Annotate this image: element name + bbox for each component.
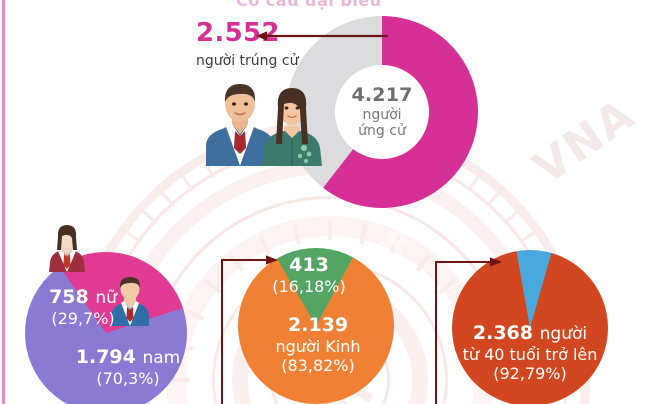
over40-number: 2.368 [472, 322, 533, 344]
connector-arrow-ethnicity [221, 255, 278, 404]
minority-percent: (16,18%) [272, 276, 346, 296]
donut-total-number: 4.217 [351, 84, 413, 107]
over40-percent: (92,79%) [493, 363, 567, 383]
connector-arrow-age [435, 257, 502, 404]
pie-age-slices [452, 250, 608, 404]
pie-chart-age: 2.368 người từ 40 tuổi trở lên (92,79%) [452, 250, 608, 404]
male-avatar-icon [111, 277, 149, 326]
pie-chart-ethnicity: 413 (16,18%) 2.139 người Kinh (83,82%) [238, 248, 394, 404]
elected-headline: 2.552 người trúng cử [196, 20, 346, 69]
male-number: 1.794 [75, 346, 136, 368]
kinh-number: 2.139 [287, 314, 349, 336]
female-candidate-illustration [262, 88, 322, 166]
male-candidate-illustration [206, 84, 274, 166]
gender-male-label: 1.794 nam (70,3%) [55, 346, 201, 388]
candidates-illustration [206, 84, 322, 166]
elected-caption: người trúng cử [196, 53, 299, 69]
over40-line2: từ 40 tuổi trở lên [462, 344, 598, 364]
donut-chart-candidates: 4.217 người ứng cử [286, 16, 478, 208]
male-percent: (70,3%) [96, 368, 160, 388]
pie-gender-slices [25, 252, 187, 404]
female-number: 758 [49, 286, 89, 308]
male-unit: nam [142, 348, 181, 368]
female-unit: nữ [95, 288, 117, 308]
donut-caption-line1: người [362, 106, 402, 123]
ethnic-minority-label: 413 (16,18%) [254, 254, 364, 296]
minority-number: 413 [289, 254, 329, 276]
clipped-title-text: Cơ cấu đại biểu [236, 0, 382, 10]
vna-watermark: VNA [524, 88, 645, 195]
kinh-percent: (83,82%) [281, 355, 355, 375]
gender-female-label: 758 nữ (29,7%) [31, 286, 135, 328]
left-accent-rule [2, 0, 5, 404]
pie-chart-gender: 758 nữ (29,7%) 1.794 nam (70,3%) [25, 225, 187, 404]
pie-ethnicity-slices [238, 248, 394, 404]
ethnic-kinh-label: 2.139 người Kinh (83,82%) [248, 314, 388, 375]
arrow-left-icon [256, 31, 388, 41]
donut-center-label: 4.217 người ứng cử [335, 65, 429, 159]
female-percent: (29,7%) [51, 308, 115, 328]
over40-unit: người [539, 324, 588, 344]
kinh-unit: người Kinh [275, 336, 361, 356]
age-over40-label: 2.368 người từ 40 tuổi trở lên (92,79%) [450, 322, 610, 383]
female-avatar-icon [49, 225, 85, 272]
donut-caption-line2: ứng cử [358, 123, 406, 140]
